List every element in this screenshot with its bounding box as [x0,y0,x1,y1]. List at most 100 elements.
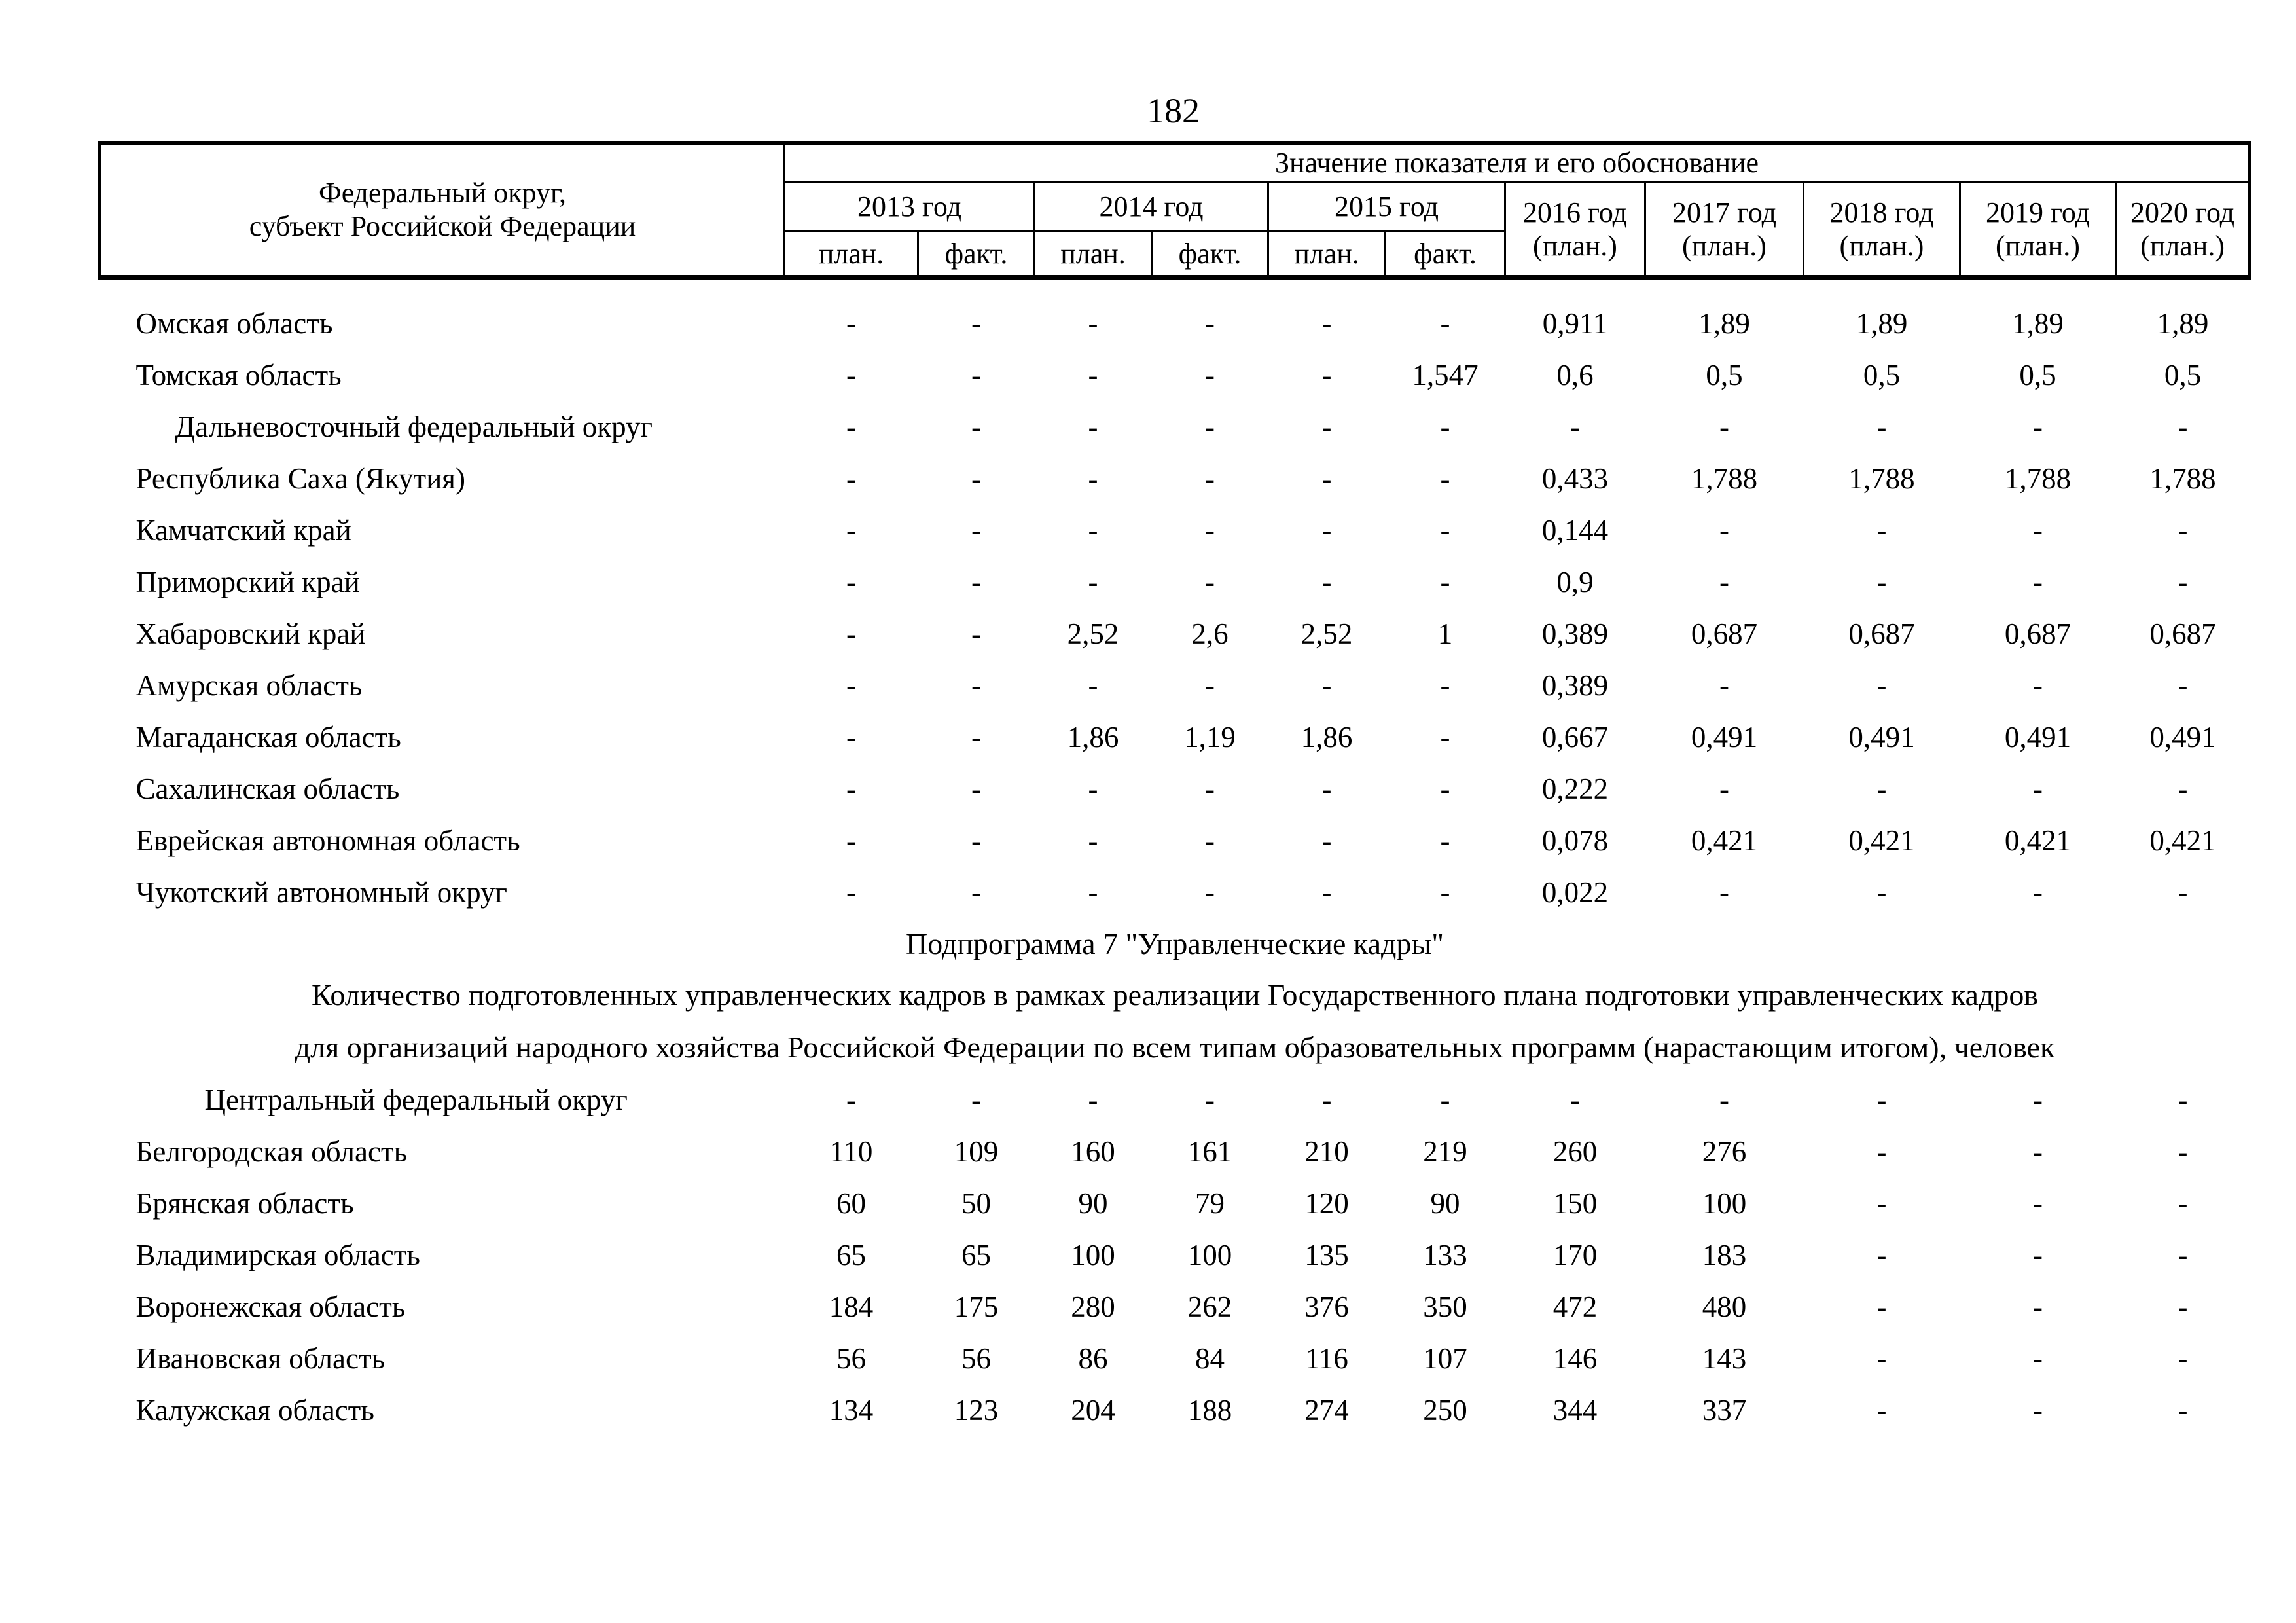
value-cell: 0,078 [1541,824,1609,857]
value-cell: 109 [954,1135,999,1168]
value-cell: - [1088,306,1098,340]
header-group-title: Значение показателя и его обоснование [783,141,2252,183]
value-cell: - [1876,565,1887,598]
region-label: Хабаровский край [135,617,366,650]
value-cell: - [846,668,856,702]
value-cell: 480 [1702,1290,1747,1323]
value-cell: 183 [1702,1238,1747,1271]
value-cell: - [2033,1393,2043,1427]
value-cell: 0,687 [2004,617,2072,650]
value-cell: - [1321,513,1332,547]
value-cell: - [1440,306,1450,340]
value-cell: 100 [1071,1238,1115,1271]
value-cell: - [971,513,981,547]
value-cell: - [846,410,856,443]
value-cell: 0,421 [1848,824,1915,857]
value-cell: - [1321,1083,1332,1116]
value-cell: 0,433 [1541,462,1609,495]
value-cell: 84 [1195,1341,1225,1375]
indicator-line-2: для организаций народного хозяйства Росс… [295,1030,2055,1064]
value-cell: 276 [1702,1135,1747,1168]
value-cell: 56 [836,1341,866,1375]
value-cell: 1,547 [1412,358,1479,392]
value-cell: - [1321,462,1332,495]
value-cell: - [971,1083,981,1116]
value-cell: 1,788 [1848,462,1915,495]
value-cell: 175 [954,1290,999,1323]
value-cell: - [846,824,856,857]
value-cell: - [971,462,981,495]
value-cell: 0,5 [2019,358,2056,392]
value-cell: 280 [1071,1290,1115,1323]
header-gap [100,277,2250,297]
value-cell: 0,389 [1541,668,1609,702]
table-row: Белгородская область 110 109 160 161 210 219 26… [100,1125,2250,1177]
value-cell: - [1205,875,1215,909]
value-cell: - [1321,358,1332,392]
value-cell: 150 [1552,1186,1598,1220]
value-cell: - [971,824,981,857]
value-cell: 1,19 [1184,720,1236,754]
region-label: Калужская область [135,1393,374,1427]
value-cell: 1,89 [2157,306,2209,340]
value-cell: 0,491 [1691,720,1758,754]
value-cell: - [2033,1186,2043,1220]
table-row: Воронежская область 184 175 280 262 376 350 472… [100,1281,2250,1332]
value-cell: 56 [961,1341,991,1375]
value-cell: - [1440,668,1450,702]
value-cell: 0,491 [2149,720,2216,754]
value-cell: 135 [1304,1238,1349,1271]
indicator-table: Федеральный округ, субъект Российской Фе… [98,141,2252,1436]
value-cell: 350 [1423,1290,1467,1323]
value-cell: - [2033,1290,2043,1323]
value-cell: - [1440,824,1450,857]
header-year-2013: 2013 год [783,181,1035,232]
value-cell: - [1205,565,1215,598]
value-cell: - [2178,772,2188,805]
region-label: Ивановская область [135,1341,386,1375]
header-year-2016: 2016 год (план.) [1504,181,1646,280]
value-cell: - [1876,410,1887,443]
header-plan-2014: план. [1033,230,1153,280]
table-row: Ивановская область 56 56 86 84 116 107 146 143 - -… [100,1332,2250,1384]
value-cell: - [1876,1290,1887,1323]
region-label: Республика Саха (Якутия) [135,462,465,495]
value-cell: 107 [1423,1341,1467,1375]
value-cell: 210 [1304,1135,1349,1168]
value-cell: - [846,720,856,754]
value-cell: 116 [1305,1341,1348,1375]
value-cell: 2,52 [1067,617,1119,650]
value-cell: 0,5 [1706,358,1743,392]
value-cell: - [1088,875,1098,909]
header-plan-2013: план. [783,230,919,280]
value-cell: - [1876,875,1887,909]
value-cell: 79 [1195,1186,1225,1220]
value-cell: 204 [1071,1393,1115,1427]
value-cell: - [971,306,981,340]
header-year-2018: 2018 год (план.) [1803,181,1961,280]
value-cell: 134 [829,1393,874,1427]
value-cell: 90 [1430,1186,1460,1220]
table-row: Чукотский автономный округ - - - - - - 0,022 - - -… [100,866,2250,918]
value-cell: - [846,306,856,340]
value-cell: 110 [829,1135,873,1168]
value-cell: - [1205,772,1215,805]
value-cell: - [1321,875,1332,909]
value-cell: - [846,462,856,495]
value-cell: 86 [1078,1341,1108,1375]
value-cell: - [1440,462,1450,495]
value-cell: 0,389 [1541,617,1609,650]
value-cell: 0,222 [1541,772,1609,805]
value-cell: - [2178,875,2188,909]
region-label: Белгородская область [135,1135,408,1168]
value-cell: - [2033,1135,2043,1168]
subprogram-title: Подпрограмма 7 "Управленческие кадры" [905,926,1444,960]
value-cell: - [1440,513,1450,547]
region-label: Брянская область [135,1186,354,1220]
table-row: Дальневосточный федеральный округ - - - - - - -… [100,401,2250,452]
table-row: Сахалинская область - - - - - - 0,222 - - - - [100,763,2250,814]
table-header: Федеральный округ, субъект Российской Фе… [98,141,2252,280]
value-cell: 2,52 [1300,617,1353,650]
value-cell: 1,788 [2004,462,2072,495]
